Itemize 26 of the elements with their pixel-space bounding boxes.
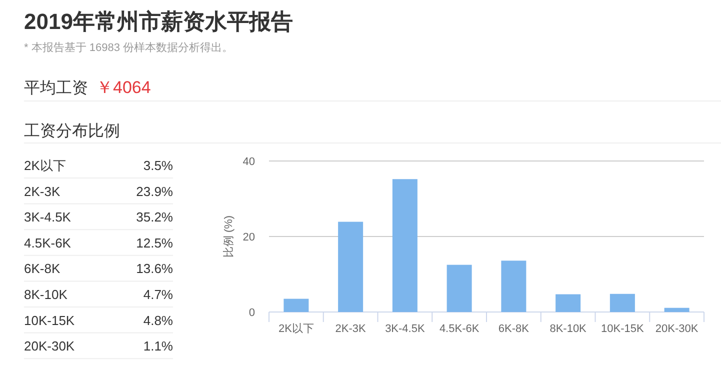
y-tick-label: 40: [242, 156, 255, 168]
value-table: 2K以下 3.5% 2K-3K 23.9% 3K-4.5K 35.2% 4.5K-6K 12.5% 6K-8K 13.6% 8K-10K 4.7% 10K-15K 4.8% 20K-30K 1.1%: [24, 158, 174, 360]
text: ￥4064: [96, 78, 151, 97]
x-tick-label: 20K-30K: [655, 323, 699, 335]
x-tick-label: 2K以下: [278, 322, 314, 335]
x-tick-label: 10K-15K: [601, 323, 644, 335]
bar: [664, 308, 690, 312]
x-tick-label: 8K-10K: [550, 323, 588, 335]
bar: [284, 298, 309, 312]
text: 平均工资: [24, 79, 88, 97]
bar: [610, 294, 635, 312]
y-axis-title: 比例 (%): [222, 215, 235, 258]
text: * 本报告基于 16983 份样本数据分析得出。: [24, 41, 234, 54]
x-tick-label: 2K-3K: [335, 323, 367, 335]
text: 工资分布比例: [24, 122, 120, 140]
y-tick-label: 0: [248, 307, 255, 319]
y-tick-label: 20: [242, 232, 255, 244]
x-tick-label: 3K-4.5K: [385, 323, 426, 335]
bar: [338, 222, 364, 312]
bar: [501, 260, 526, 312]
bar: [556, 294, 581, 312]
bar: [446, 264, 472, 312]
bar: [392, 179, 418, 312]
x-tick-label: 6K-8K: [498, 323, 530, 335]
x-tick-label: 4.5K-6K: [439, 323, 480, 335]
chart-title: 2019年常州市薪资水平报告: [24, 9, 293, 34]
